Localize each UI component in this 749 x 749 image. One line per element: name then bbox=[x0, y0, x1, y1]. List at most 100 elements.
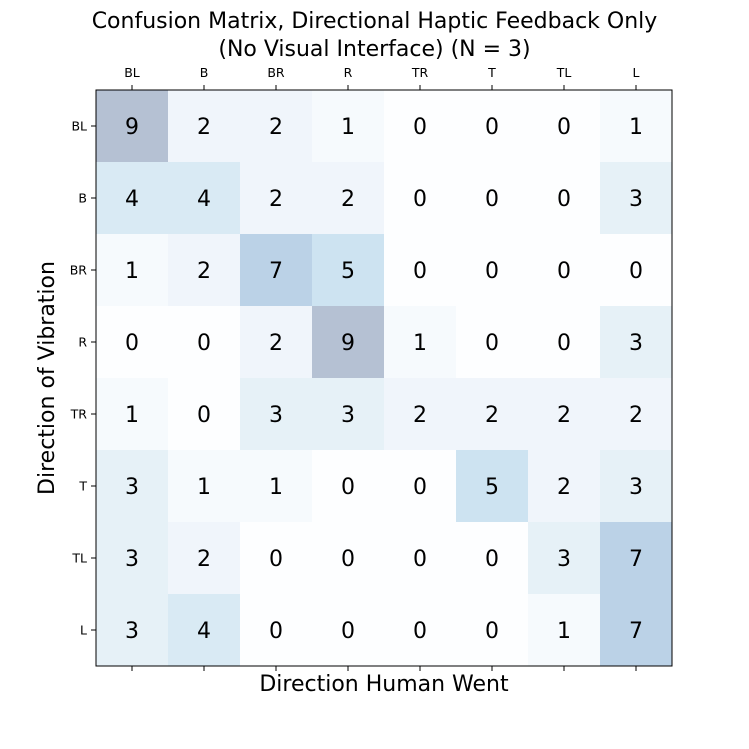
cell-value-R-BR: 2 bbox=[269, 331, 283, 356]
x-tick-label-L: L bbox=[633, 65, 640, 80]
cell-value-T-BR: 1 bbox=[269, 475, 283, 500]
heatmap-cell-BL-TR bbox=[384, 90, 457, 163]
cell-value-T-T: 5 bbox=[485, 475, 499, 500]
heatmap-cell-R-TL bbox=[528, 306, 601, 379]
heatmap-cell-TL-BR bbox=[240, 522, 313, 595]
cell-value-T-BL: 3 bbox=[125, 475, 139, 500]
heatmap-cell-BL-L bbox=[600, 90, 673, 163]
chart-title-line-2: (No Visual Interface) (N = 3) bbox=[218, 37, 531, 62]
cell-value-TR-TR: 2 bbox=[413, 403, 427, 428]
x-tick-label-TR: TR bbox=[411, 65, 429, 80]
cell-value-L-BR: 0 bbox=[269, 619, 283, 644]
heatmap-cell-BL-TL bbox=[528, 90, 601, 163]
heatmap-cell-TR-BR bbox=[240, 378, 313, 451]
y-tick-label-R: R bbox=[78, 335, 87, 350]
heatmap-cell-TR-BL bbox=[96, 378, 169, 451]
y-tick-label-TR: TR bbox=[70, 407, 88, 422]
cell-value-T-B: 1 bbox=[197, 475, 211, 500]
heatmap-cell-TR-L bbox=[600, 378, 673, 451]
x-tick-label-R: R bbox=[344, 65, 353, 80]
heatmap-cell-BR-L bbox=[600, 234, 673, 307]
y-ticks: BL B BR R TR T TL L bbox=[70, 119, 96, 638]
heatmap-cell-R-L bbox=[600, 306, 673, 379]
heatmap-cell-L-TL bbox=[528, 594, 601, 667]
cell-value-BL-TR: 0 bbox=[413, 115, 427, 140]
heatmap-cell-T-B bbox=[168, 450, 241, 523]
cell-value-BR-T: 0 bbox=[485, 259, 499, 284]
cell-value-B-BR: 2 bbox=[269, 187, 283, 212]
heatmap-cell-TL-TR bbox=[384, 522, 457, 595]
cell-value-TL-BR: 0 bbox=[269, 547, 283, 572]
cell-value-BL-TL: 0 bbox=[557, 115, 571, 140]
heatmap-cell-L-TR bbox=[384, 594, 457, 667]
heatmap-cell-B-TR bbox=[384, 162, 457, 235]
heatmap-cell-L-BL bbox=[96, 594, 169, 667]
cell-value-TL-BL: 3 bbox=[125, 547, 139, 572]
heatmap-cell-BL-T bbox=[456, 90, 529, 163]
y-tick-label-L: L bbox=[80, 623, 87, 638]
x-ticks: BL B BR R TR T TL L bbox=[124, 65, 640, 671]
heatmap-cell-R-B bbox=[168, 306, 241, 379]
cell-value-R-TR: 1 bbox=[413, 331, 427, 356]
heatmap-cell-BR-TL bbox=[528, 234, 601, 307]
heatmap-cell-B-B bbox=[168, 162, 241, 235]
cell-value-TL-TR: 0 bbox=[413, 547, 427, 572]
heatmap-cell-labels: 9 2 2 1 0 0 0 1 4 4 2 2 0 0 0 3 1 2 7 5 0 0 0 0 0 0 2 9 1 0 0 3 1 0 3 3 2 2 2 2… bbox=[125, 115, 643, 644]
heatmap-cell-BR-R bbox=[312, 234, 385, 307]
cell-value-R-R: 9 bbox=[341, 331, 355, 356]
heatmap-cell-B-BL bbox=[96, 162, 169, 235]
heatmap-cell-L-T bbox=[456, 594, 529, 667]
heatmap-cell-T-BR bbox=[240, 450, 313, 523]
heatmap-cell-BL-R bbox=[312, 90, 385, 163]
x-tick-label-BR: BR bbox=[267, 65, 285, 80]
y-tick-label-BL: BL bbox=[71, 119, 87, 134]
heatmap-cells bbox=[96, 90, 673, 667]
cell-value-BL-L: 1 bbox=[629, 115, 643, 140]
cell-value-T-L: 3 bbox=[629, 475, 643, 500]
heatmap-cell-L-BR bbox=[240, 594, 313, 667]
heatmap-cell-L-R bbox=[312, 594, 385, 667]
cell-value-L-L: 7 bbox=[629, 619, 643, 644]
heatmap-cell-B-R bbox=[312, 162, 385, 235]
cell-value-L-BL: 3 bbox=[125, 619, 139, 644]
heatmap-cell-B-T bbox=[456, 162, 529, 235]
y-tick-label-T: T bbox=[78, 479, 87, 494]
y-axis-label: Direction of Vibration bbox=[35, 261, 60, 495]
y-tick-label-TL: TL bbox=[71, 551, 87, 566]
x-axis-label: Direction Human Went bbox=[259, 672, 509, 697]
cell-value-B-R: 2 bbox=[341, 187, 355, 212]
heatmap-cell-TL-L bbox=[600, 522, 673, 595]
cell-value-B-B: 4 bbox=[197, 187, 211, 212]
cell-value-TR-B: 0 bbox=[197, 403, 211, 428]
heatmap-cell-BL-BR bbox=[240, 90, 313, 163]
cell-value-L-TL: 1 bbox=[557, 619, 571, 644]
heatmap-cell-B-L bbox=[600, 162, 673, 235]
cell-value-B-TL: 0 bbox=[557, 187, 571, 212]
heatmap-cell-R-BR bbox=[240, 306, 313, 379]
cell-value-R-TL: 0 bbox=[557, 331, 571, 356]
cell-value-BR-L: 0 bbox=[629, 259, 643, 284]
cell-value-BR-B: 2 bbox=[197, 259, 211, 284]
x-tick-label-B: B bbox=[200, 65, 209, 80]
heatmap-cell-BR-B bbox=[168, 234, 241, 307]
heatmap-cell-BR-T bbox=[456, 234, 529, 307]
heatmap-cell-T-T bbox=[456, 450, 529, 523]
heatmap-cell-T-BL bbox=[96, 450, 169, 523]
cell-value-R-L: 3 bbox=[629, 331, 643, 356]
cell-value-R-B: 0 bbox=[197, 331, 211, 356]
cell-value-L-R: 0 bbox=[341, 619, 355, 644]
heatmap-cell-BL-BL bbox=[96, 90, 169, 163]
heatmap-cell-TL-T bbox=[456, 522, 529, 595]
chart-title-line-1: Confusion Matrix, Directional Haptic Fee… bbox=[91, 9, 658, 34]
heatmap-cell-BR-BL bbox=[96, 234, 169, 307]
heatmap-cell-TL-TL bbox=[528, 522, 601, 595]
cell-value-BL-R: 1 bbox=[341, 115, 355, 140]
y-tick-label-B: B bbox=[78, 191, 87, 206]
heatmap-cell-TL-B bbox=[168, 522, 241, 595]
cell-value-TL-T: 0 bbox=[485, 547, 499, 572]
cell-value-BR-BL: 1 bbox=[125, 259, 139, 284]
cell-value-TR-BL: 1 bbox=[125, 403, 139, 428]
cell-value-TR-BR: 3 bbox=[269, 403, 283, 428]
y-tick-label-BR: BR bbox=[70, 263, 88, 278]
